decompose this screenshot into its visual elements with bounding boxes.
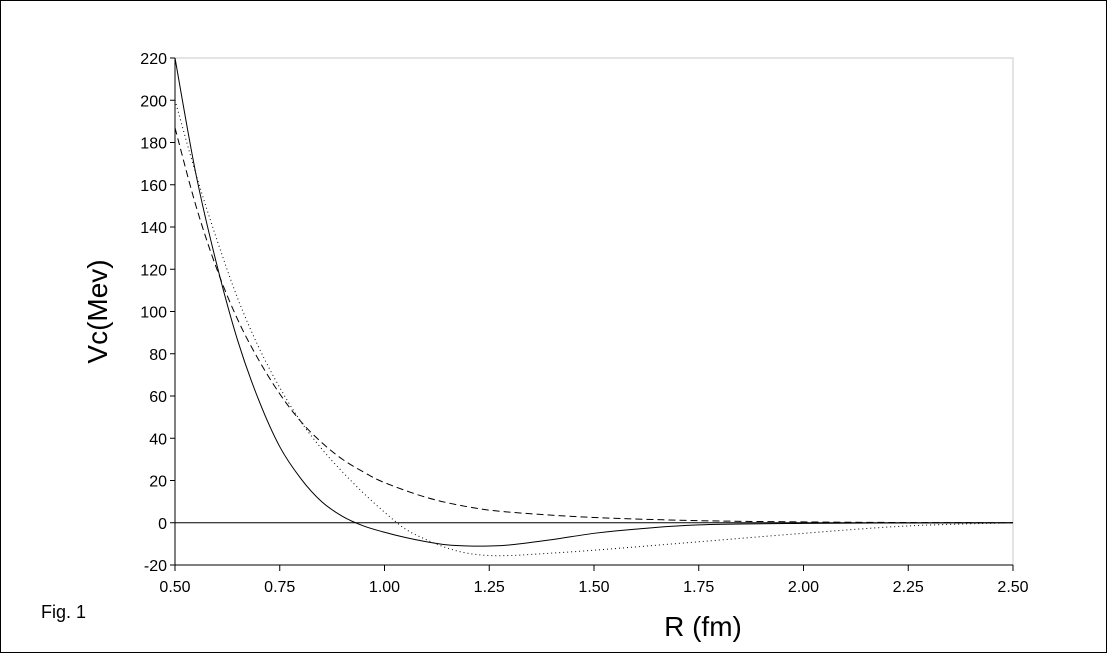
y-tick-label: 0	[158, 516, 167, 533]
x-tick-label: 0.50	[159, 579, 190, 596]
plot-area	[174, 57, 1014, 566]
figure-label: Fig. 1	[41, 602, 86, 622]
y-tick-label: 200	[140, 93, 167, 110]
x-tick-label: 2.00	[788, 579, 819, 596]
y-tick-label: 140	[140, 220, 167, 237]
y-tick-label: 20	[149, 474, 167, 491]
y-axis: -20 0 20 40 60 80 100 120 140 160 180 200 220	[140, 51, 176, 575]
y-tick-label: 80	[149, 347, 167, 364]
series-line-solid	[174, 57, 1014, 547]
y-tick-label: 100	[140, 305, 167, 322]
x-axis-title: R (fm)	[664, 611, 742, 642]
y-tick-label: 120	[140, 262, 167, 279]
y-tick-label: 40	[149, 431, 167, 448]
series-group	[174, 57, 1014, 557]
x-tick-label: 1.75	[683, 579, 714, 596]
series-line-dashed	[174, 127, 1014, 524]
x-axis: 0.50 0.75 1.00 1.25 1.50 1.75 2.00 2.25 2.50	[159, 564, 1029, 596]
y-tick-label: 180	[140, 136, 167, 153]
y-tick-label: 160	[140, 178, 167, 195]
x-tick-label: 1.50	[578, 579, 609, 596]
y-axis-title: Vc(Mev)	[82, 259, 113, 363]
y-tick-label: -20	[144, 558, 167, 575]
x-tick-label: 1.00	[369, 579, 400, 596]
series-line-dotted	[174, 100, 1014, 557]
y-tick-label: 220	[140, 51, 167, 68]
x-tick-label: 2.25	[893, 579, 924, 596]
y-tick-label: 60	[149, 389, 167, 406]
x-tick-label: 1.25	[474, 579, 505, 596]
x-tick-label: 0.75	[264, 579, 295, 596]
x-tick-label: 2.50	[997, 579, 1028, 596]
